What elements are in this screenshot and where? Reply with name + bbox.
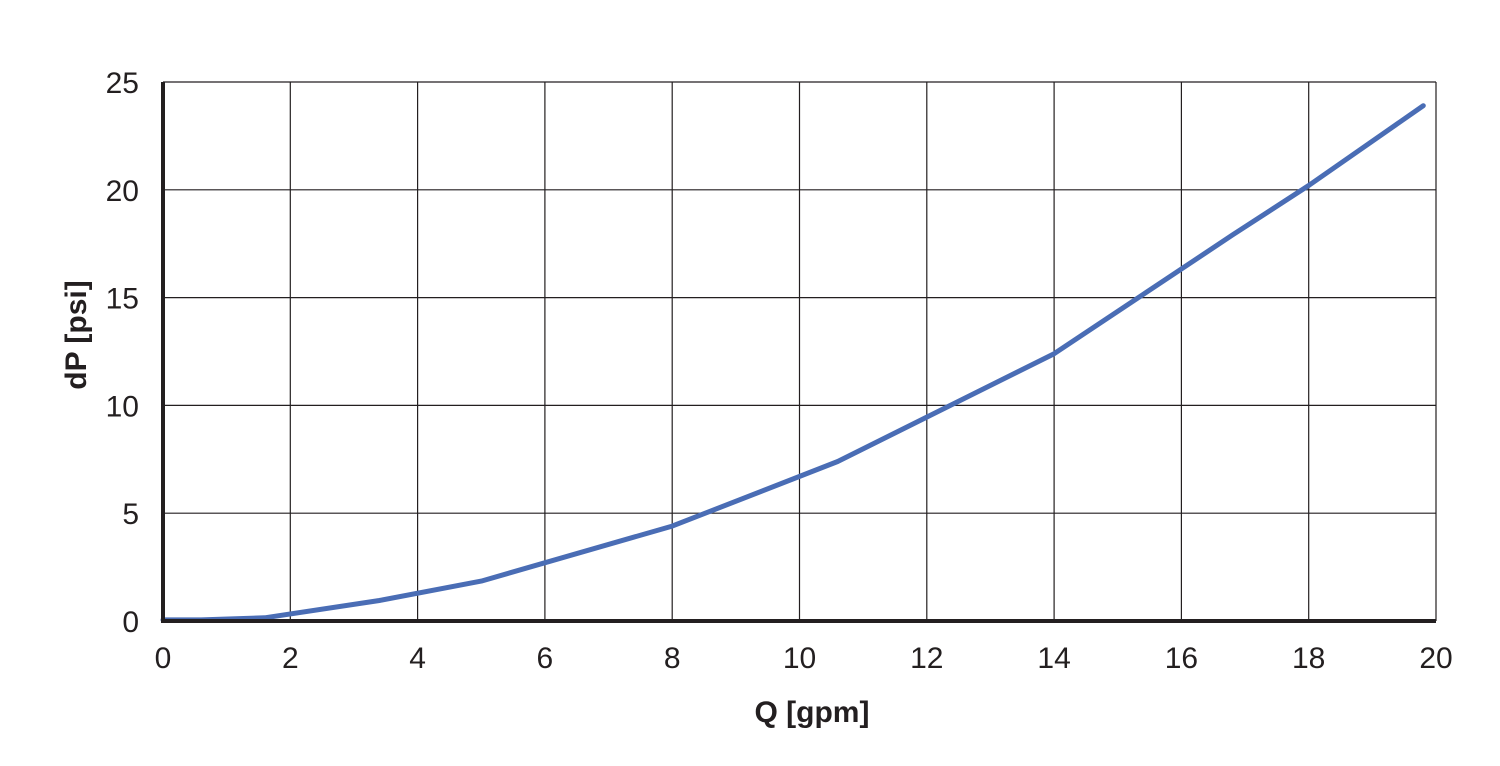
- x-tick-label: 16: [1165, 642, 1198, 675]
- x-tick-labels: 0 2 4 6 8 10 12 14 16 18 20: [155, 642, 1453, 675]
- series-line: [160, 103, 1426, 623]
- x-tick-label: 2: [282, 642, 299, 675]
- y-tick-label: 20: [106, 175, 139, 208]
- x-tick-label: 12: [910, 642, 943, 675]
- x-tick-label: 8: [664, 642, 681, 675]
- x-tick-label: 14: [1037, 642, 1070, 675]
- x-tick-label: 10: [783, 642, 816, 675]
- x-tick-label: 6: [537, 642, 554, 675]
- grid: [163, 81, 1437, 621]
- y-tick-label: 0: [122, 606, 139, 639]
- y-tick-label: 15: [106, 283, 139, 316]
- x-tick-label: 0: [155, 642, 172, 675]
- x-tick-label: 4: [409, 642, 426, 675]
- y-axis-label: dP [psi]: [60, 280, 93, 389]
- y-tick-label: 25: [106, 67, 139, 100]
- axes: [161, 82, 1436, 623]
- y-tick-label: 10: [106, 390, 139, 423]
- x-tick-label: 18: [1292, 642, 1325, 675]
- y-tick-label: 5: [122, 498, 139, 531]
- x-tick-label: 20: [1419, 642, 1452, 675]
- x-axis-label: Q [gpm]: [755, 696, 870, 729]
- y-tick-labels: 0 5 10 15 20 25: [106, 67, 139, 639]
- series-layer: [160, 103, 1426, 623]
